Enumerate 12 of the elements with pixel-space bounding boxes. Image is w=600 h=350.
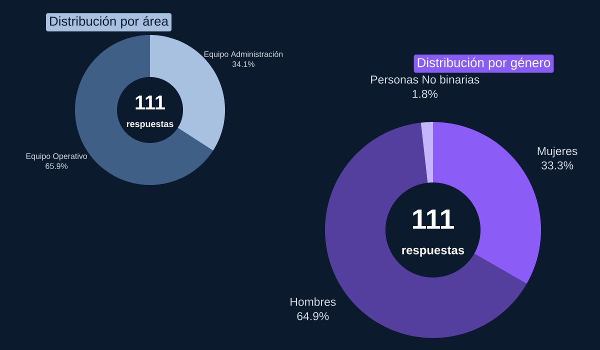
data-label: 64.9%: [297, 312, 329, 320]
data-label: 33.3%: [542, 161, 574, 170]
slice-label: Personas No binarias: [371, 75, 480, 84]
text: 111: [413, 210, 454, 229]
text: 111: [136, 96, 165, 110]
slice-label: Hombres: [290, 297, 336, 306]
slice-label: Mujeres: [538, 146, 578, 158]
text: respuestas: [126, 121, 174, 129]
chart-title: Distribución por área: [50, 16, 168, 28]
text: respuestas: [402, 246, 464, 257]
data-label: 1.8%: [412, 90, 438, 98]
chart-title: Distribución por género: [418, 58, 550, 70]
